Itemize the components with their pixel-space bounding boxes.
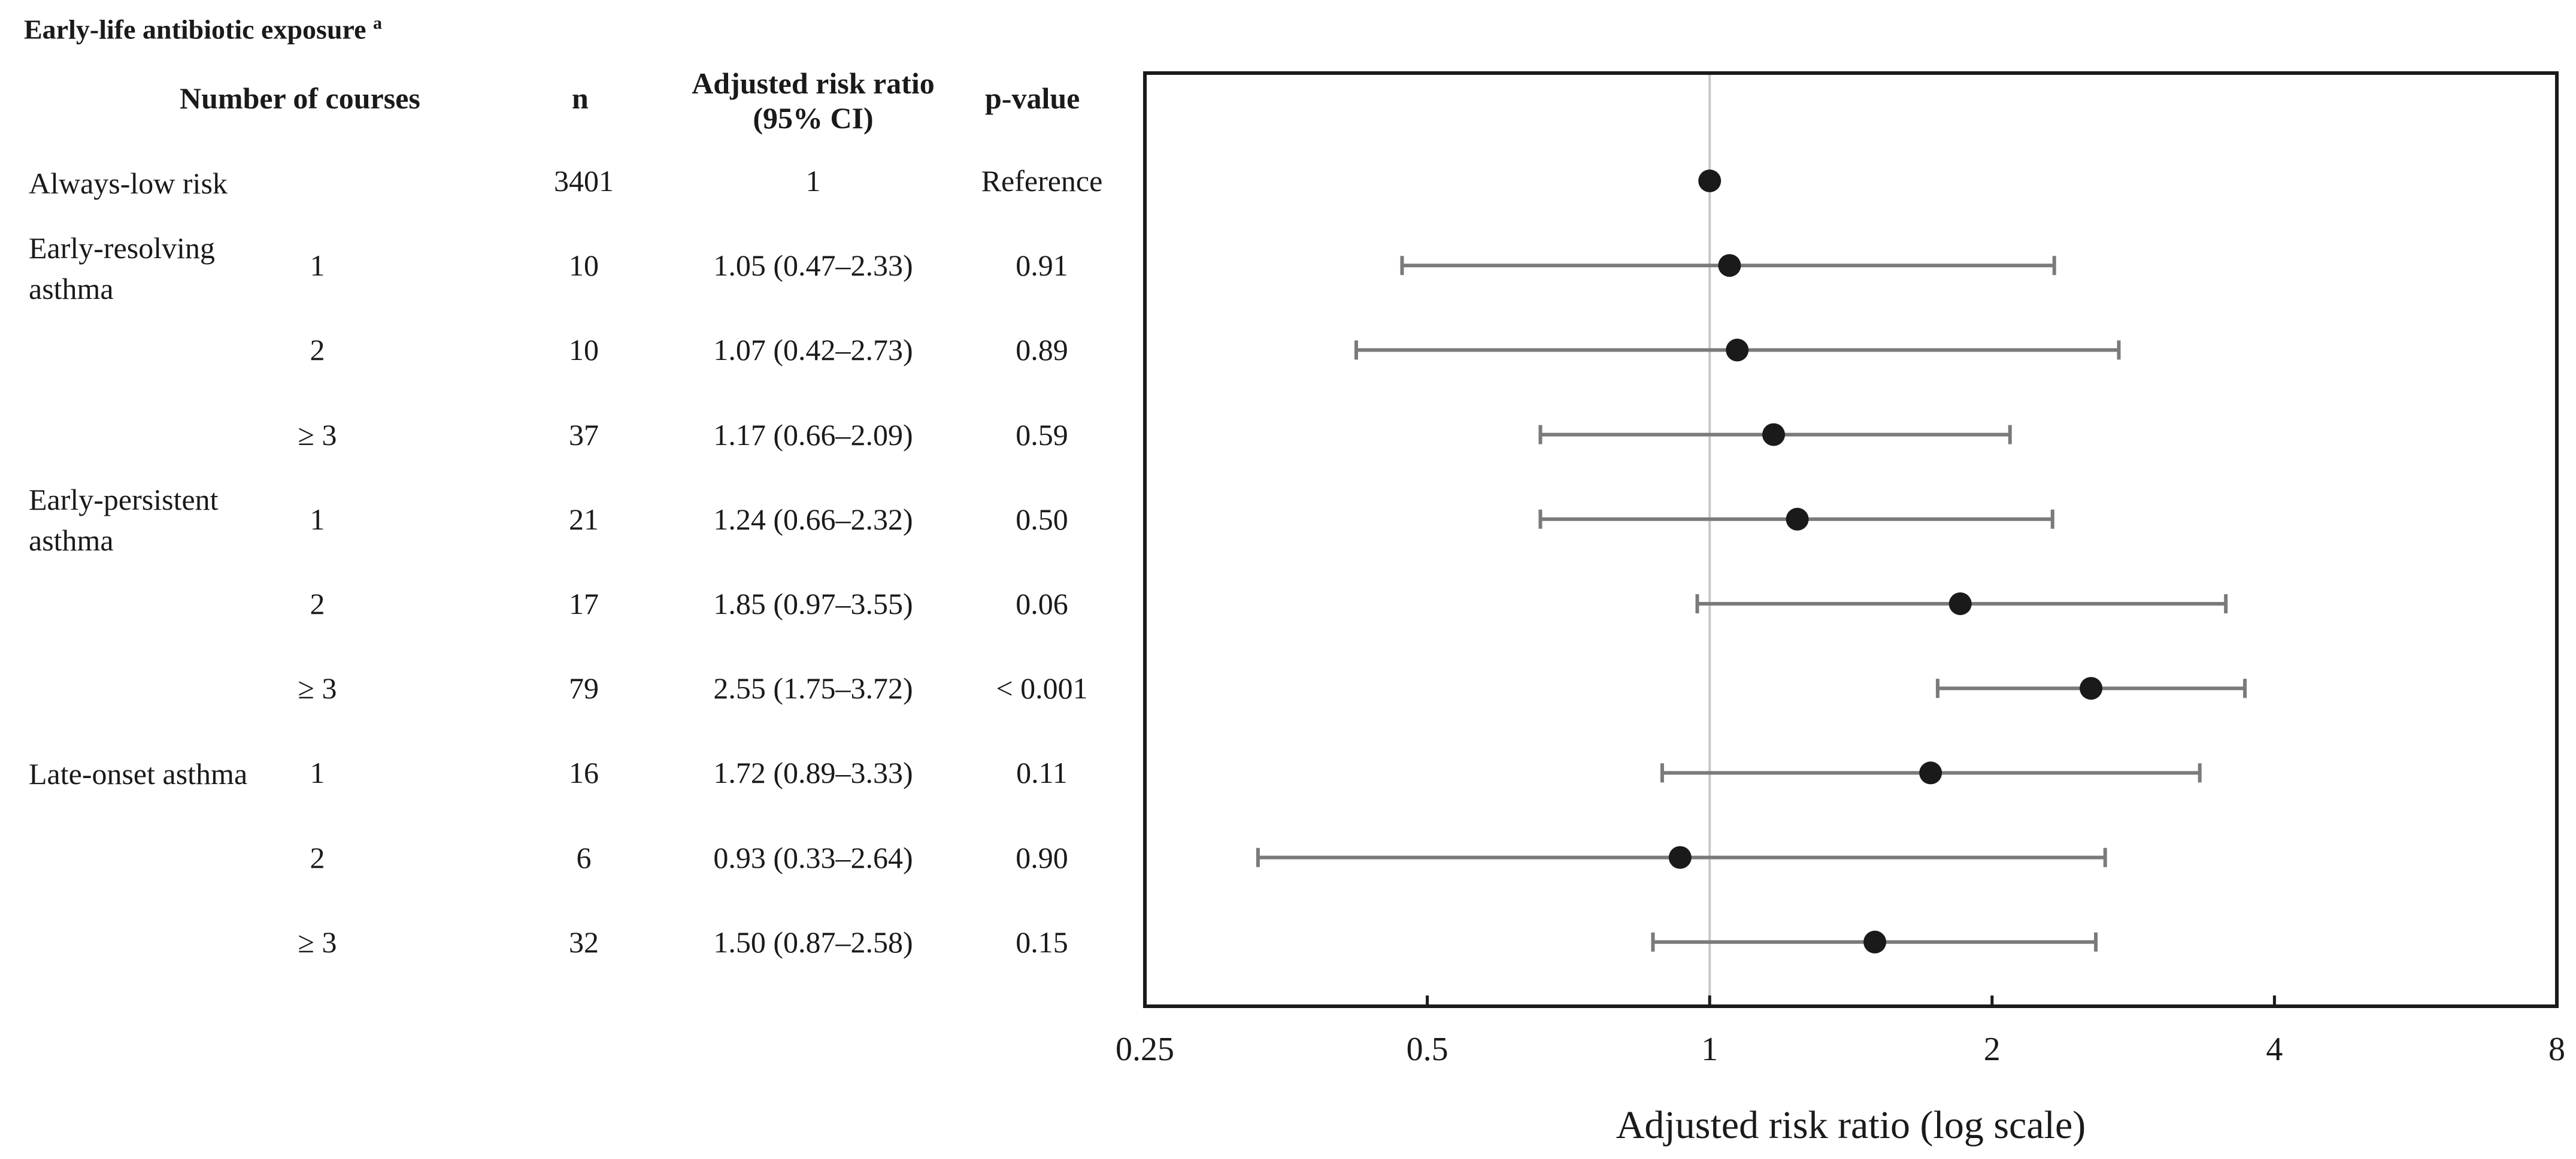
row-6-courses: ≥ 3 <box>298 671 337 706</box>
row-7-n: 16 <box>569 756 599 790</box>
row-4-p: 0.50 <box>1016 502 1068 536</box>
row-1-rr: 1.05 (0.47–2.33) <box>713 249 913 283</box>
point-estimate <box>1863 930 1887 954</box>
point-estimate <box>1786 507 1809 531</box>
row-8-rr: 0.93 (0.33–2.64) <box>713 840 913 874</box>
point-estimate <box>1948 592 1972 615</box>
point-estimate <box>1698 170 1722 192</box>
row-5-p: 0.06 <box>1016 587 1068 621</box>
point-estimate <box>1668 846 1692 869</box>
row-0-rr: 1 <box>805 164 821 198</box>
row-2-rr: 1.07 (0.42–2.73) <box>713 333 913 367</box>
row-1-p: 0.91 <box>1016 249 1068 283</box>
row-7-p: 0.11 <box>1016 756 1068 790</box>
row-3-rr: 1.17 (0.66–2.09) <box>713 417 913 452</box>
row-4-n: 21 <box>569 502 599 536</box>
point-estimate <box>1726 338 1749 362</box>
header-risk-ratio: Adjusted risk ratio (95% CI) <box>669 66 957 135</box>
group-label-always-low-risk: Always-low risk <box>29 167 228 200</box>
x-axis-label: Adjusted risk ratio (log scale) <box>1616 1103 2086 1147</box>
point-estimate <box>2080 677 2103 700</box>
row-3-n: 37 <box>569 417 599 452</box>
row-4-courses: 1 <box>310 502 325 536</box>
header-p-value: p-value <box>985 81 1080 115</box>
row-7-courses: 1 <box>310 756 325 790</box>
x-tick-label: 0.5 <box>1407 1031 1448 1068</box>
row-5-n: 17 <box>569 587 599 621</box>
row-6-n: 79 <box>569 671 599 706</box>
header-n: n <box>572 81 589 115</box>
point-estimate <box>1718 254 1741 277</box>
row-7-rr: 1.72 (0.89–3.33) <box>713 756 913 790</box>
row-8-p: 0.90 <box>1016 840 1068 874</box>
row-5-rr: 1.85 (0.97–3.55) <box>713 587 913 621</box>
row-0-n: 3401 <box>554 164 614 198</box>
row-8-courses: 2 <box>310 840 325 874</box>
row-4-rr: 1.24 (0.66–2.32) <box>713 502 913 536</box>
row-0-p: Reference <box>981 164 1103 198</box>
x-tick-label: 8 <box>2548 1031 2565 1068</box>
row-9-courses: ≥ 3 <box>298 925 337 959</box>
header-risk-ratio-line2: (95% CI) <box>753 101 874 135</box>
plot-frame <box>1143 71 2559 1008</box>
group-label-late-onset: Late-onset asthma <box>29 757 248 791</box>
row-8-n: 6 <box>576 840 592 874</box>
x-tick-label: 4 <box>2266 1031 2283 1068</box>
x-tick-label: 1 <box>1701 1031 1718 1068</box>
title-footnote-marker: a <box>373 13 383 33</box>
figure-title: Early-life antibiotic exposure a <box>24 13 383 45</box>
row-5-courses: 2 <box>310 587 325 621</box>
row-3-courses: ≥ 3 <box>298 417 337 452</box>
row-9-rr: 1.50 (0.87–2.58) <box>713 925 913 959</box>
point-estimate <box>1762 423 1786 446</box>
row-2-courses: 2 <box>310 333 325 367</box>
row-2-p: 0.89 <box>1016 333 1068 367</box>
row-9-n: 32 <box>569 925 599 959</box>
point-estimate <box>1919 761 1942 785</box>
x-tick-label: 0.25 <box>1116 1031 1174 1068</box>
group-label-early-resolving: Early-resolving asthma <box>29 231 216 305</box>
group-label-early-persistent: Early-persistent asthma <box>29 483 219 557</box>
row-6-p: < 0.001 <box>996 671 1088 706</box>
row-1-courses: 1 <box>310 249 325 283</box>
row-3-p: 0.59 <box>1016 417 1068 452</box>
header-risk-ratio-line1: Adjusted risk ratio <box>692 66 935 100</box>
x-tick-label: 2 <box>1984 1031 2001 1068</box>
row-2-n: 10 <box>569 333 599 367</box>
row-9-p: 0.15 <box>1016 925 1068 959</box>
row-1-n: 10 <box>569 249 599 283</box>
row-6-rr: 2.55 (1.75–3.72) <box>713 671 913 706</box>
header-number-of-courses: Number of courses <box>180 81 420 115</box>
